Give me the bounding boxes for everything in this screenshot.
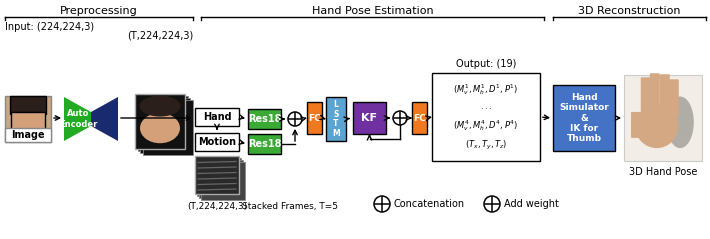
Bar	[195, 156, 239, 194]
Bar	[140, 98, 190, 153]
Text: FC: FC	[413, 114, 426, 123]
Bar	[326, 97, 346, 141]
Polygon shape	[64, 97, 91, 141]
Text: Output: (19): Output: (19)	[456, 59, 516, 69]
Ellipse shape	[667, 97, 694, 148]
Bar	[135, 94, 185, 149]
Text: Motion: Motion	[198, 137, 236, 147]
Text: Hand Pose Estimation: Hand Pose Estimation	[312, 6, 433, 16]
Text: L
S
T
M: L S T M	[332, 100, 340, 138]
Bar	[248, 134, 281, 154]
Bar	[353, 102, 386, 134]
FancyBboxPatch shape	[10, 96, 46, 114]
Text: Add weight: Add weight	[504, 199, 559, 209]
Text: $(M^1_v, M^1_h, D^1, P^1)$
$...$
$(M^4_v, M^4_h, D^4, P^4)$
$(T_x, T_y, T_z)$: $(M^1_v, M^1_h, D^1, P^1)$ $...$ $(M^4_v…	[454, 82, 519, 152]
Text: Res18: Res18	[248, 139, 281, 149]
Text: Input: (224,224,3): Input: (224,224,3)	[5, 22, 94, 32]
Polygon shape	[91, 97, 118, 141]
Bar	[5, 128, 51, 142]
Bar	[199, 160, 243, 198]
Bar	[195, 108, 239, 126]
Text: (T,224,224,3): (T,224,224,3)	[127, 30, 193, 40]
Text: FC: FC	[308, 114, 321, 123]
Text: Hand
Simulator
&
IK for
Thumb: Hand Simulator & IK for Thumb	[559, 93, 609, 143]
Bar	[195, 133, 239, 151]
Bar	[624, 75, 702, 161]
FancyBboxPatch shape	[640, 77, 651, 117]
Text: Auto
Encoder: Auto Encoder	[59, 109, 97, 129]
Bar	[197, 158, 241, 196]
Text: Preprocessing: Preprocessing	[60, 6, 138, 16]
FancyBboxPatch shape	[660, 74, 670, 117]
Bar	[5, 96, 51, 142]
Ellipse shape	[635, 105, 678, 148]
Text: 3D Reconstruction: 3D Reconstruction	[578, 6, 681, 16]
Text: Res18: Res18	[248, 114, 281, 124]
Bar	[553, 85, 615, 151]
Text: KF: KF	[361, 113, 378, 123]
Bar	[432, 73, 540, 161]
Text: Hand: Hand	[202, 112, 231, 122]
FancyBboxPatch shape	[11, 112, 45, 137]
Text: Stacked Frames, T=5: Stacked Frames, T=5	[242, 202, 338, 211]
Bar	[412, 102, 427, 134]
Ellipse shape	[140, 113, 180, 143]
Text: (T,224,224,3): (T,224,224,3)	[187, 202, 247, 211]
FancyBboxPatch shape	[669, 79, 679, 117]
Bar	[201, 162, 245, 200]
FancyBboxPatch shape	[631, 112, 642, 138]
Text: Image: Image	[11, 130, 45, 140]
Text: Concatenation: Concatenation	[394, 199, 465, 209]
Text: 3D Hand Pose: 3D Hand Pose	[629, 167, 697, 177]
Bar	[248, 109, 281, 129]
Ellipse shape	[139, 96, 180, 117]
Bar	[138, 96, 187, 151]
Bar	[307, 102, 322, 134]
Bar	[143, 100, 192, 155]
FancyBboxPatch shape	[650, 73, 660, 117]
